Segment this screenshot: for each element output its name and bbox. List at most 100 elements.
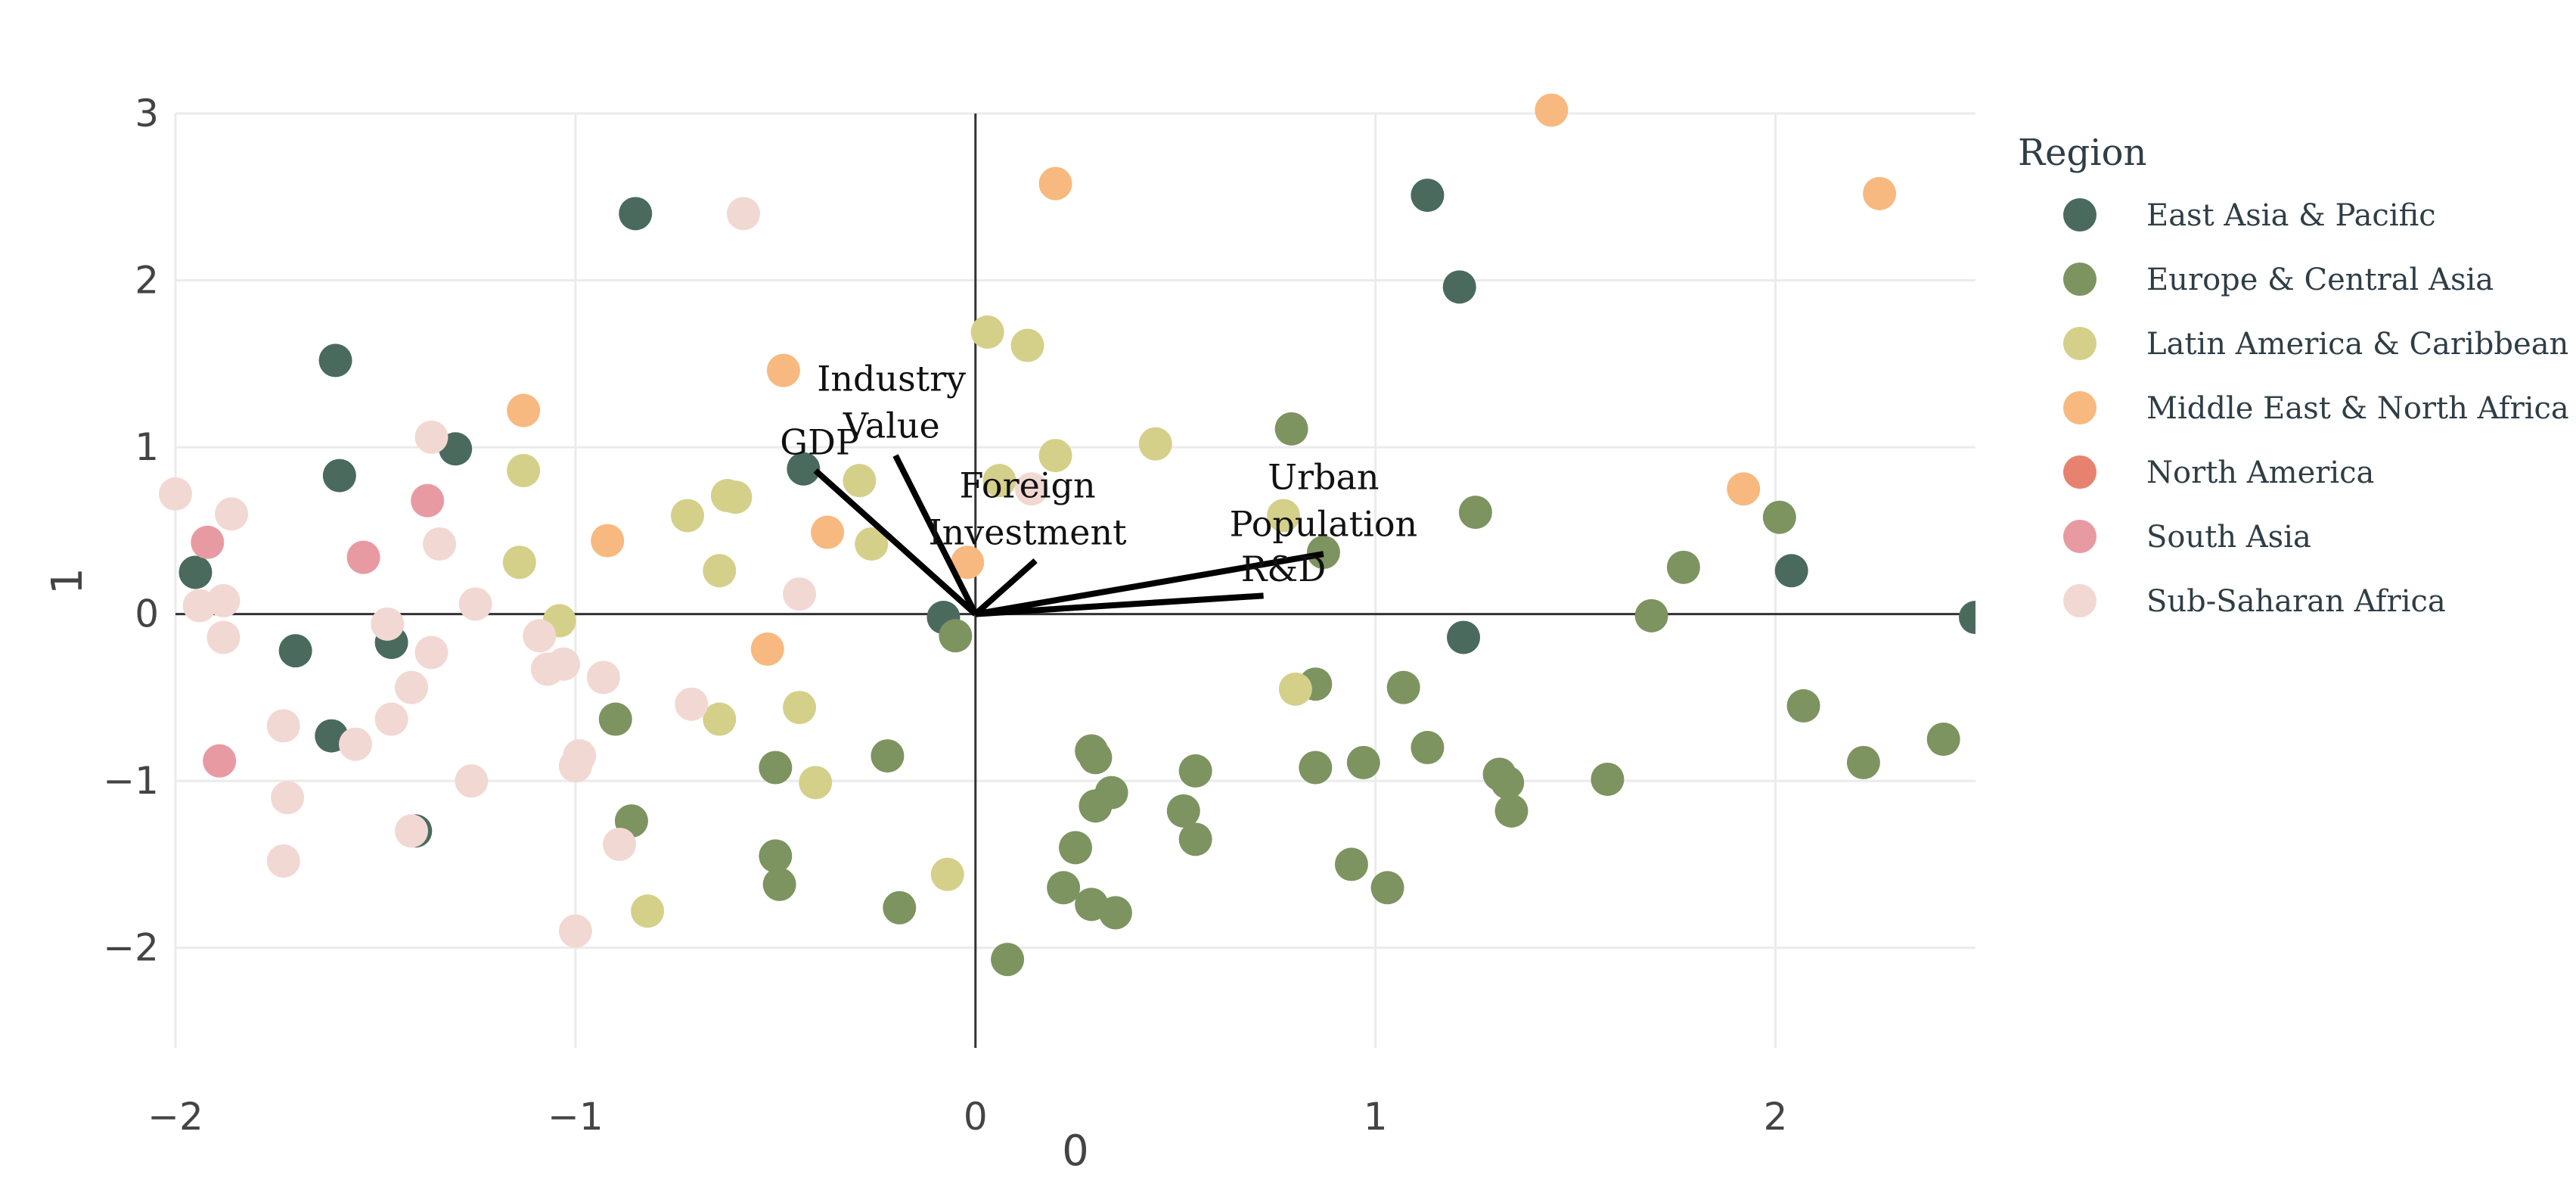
loading-vector <box>813 468 978 617</box>
data-point <box>346 540 380 574</box>
loading-vector <box>975 592 1264 617</box>
data-point <box>1762 500 1796 534</box>
data-point <box>339 727 372 761</box>
y-axis-ticks: −2 −1 0 1 2 3 <box>103 92 159 970</box>
legend-swatch <box>2063 584 2096 617</box>
loading-label: R&D <box>1241 549 1326 589</box>
data-point <box>159 477 192 511</box>
x-axis-ticks: −2 −1 0 1 2 <box>147 1095 1787 1139</box>
legend-label: North America <box>2146 455 2374 490</box>
data-points <box>159 93 1975 977</box>
data-point <box>762 867 796 901</box>
data-point <box>395 670 429 704</box>
data-point <box>759 839 793 873</box>
data-point <box>266 844 300 878</box>
data-point <box>1774 554 1808 588</box>
data-point <box>1959 601 1975 635</box>
data-point <box>423 527 457 561</box>
data-point <box>1535 93 1569 127</box>
data-point <box>991 943 1025 977</box>
legend-label: Latin America & Caribbean <box>2146 327 2568 362</box>
data-point <box>371 607 405 641</box>
data-point <box>855 527 889 561</box>
data-point <box>1079 741 1113 775</box>
legend-label: East Asia & Pacific <box>2146 198 2436 233</box>
data-point <box>1038 166 1072 201</box>
data-point <box>523 619 557 653</box>
data-point <box>631 894 665 928</box>
data-point <box>1786 689 1820 723</box>
data-point <box>703 554 737 588</box>
data-point <box>1458 496 1492 530</box>
x-tick-label: 1 <box>1364 1095 1388 1139</box>
x-axis-title: 0 <box>1062 1127 1089 1176</box>
data-point <box>1370 871 1404 905</box>
data-point <box>982 464 1016 498</box>
loading-label: Industry <box>817 359 966 399</box>
data-point <box>951 546 985 580</box>
data-point <box>1346 745 1380 779</box>
data-point <box>939 619 973 653</box>
loading-vector <box>975 551 1324 617</box>
data-point <box>1666 550 1700 584</box>
data-point <box>1926 723 1960 757</box>
data-point <box>1299 751 1333 785</box>
data-point <box>843 464 877 498</box>
legend: Region East Asia & Pacific Europe & Centr… <box>2018 132 2569 619</box>
data-point <box>547 647 581 681</box>
data-point <box>619 197 653 231</box>
data-point <box>558 749 592 783</box>
data-point <box>1278 672 1312 706</box>
data-point <box>718 480 753 514</box>
data-point <box>182 589 216 623</box>
data-point <box>414 420 448 454</box>
data-point <box>1267 499 1301 533</box>
legend-swatch <box>2063 520 2096 553</box>
data-point <box>1014 472 1048 506</box>
data-point <box>1094 776 1128 810</box>
data-point <box>266 709 300 743</box>
legend-swatch <box>2063 455 2096 489</box>
data-point <box>1494 794 1529 828</box>
data-point <box>1386 670 1420 704</box>
data-point <box>1138 427 1172 461</box>
data-point <box>1059 831 1092 865</box>
loading-label: Foreign <box>959 465 1095 506</box>
data-point <box>787 452 821 486</box>
data-point <box>318 343 352 378</box>
loading-label: Population <box>1230 504 1418 545</box>
data-point <box>759 751 793 785</box>
data-point <box>1634 598 1668 633</box>
data-point <box>930 857 964 891</box>
legend-label: Sub-Saharan Africa <box>2146 584 2446 619</box>
data-point <box>203 744 237 778</box>
data-point <box>206 620 241 654</box>
loading-vectors: GDP Industry Value Foreign Investment Urban Po… <box>780 359 1418 617</box>
data-point <box>1591 762 1625 796</box>
data-point <box>1178 754 1212 788</box>
legend-label: Europe & Central Asia <box>2146 263 2494 297</box>
loading-label: Investment <box>929 512 1128 553</box>
x-tick-label: −1 <box>548 1095 604 1139</box>
x-tick-label: −2 <box>147 1095 203 1139</box>
data-point <box>1334 847 1368 881</box>
legend-label: South Asia <box>2146 520 2311 555</box>
loading-label: Value <box>843 406 940 446</box>
data-point <box>703 702 737 736</box>
loading-vector <box>892 454 979 616</box>
data-point <box>271 781 305 815</box>
data-point <box>1727 472 1761 506</box>
data-point <box>1447 620 1481 654</box>
data-point <box>374 702 408 736</box>
data-point <box>215 497 249 531</box>
data-point <box>603 827 637 861</box>
data-point <box>178 555 213 589</box>
data-point <box>1166 794 1200 828</box>
y-tick-label: −2 <box>103 926 159 970</box>
legend-swatch <box>2063 263 2096 296</box>
legend-title: Region <box>2018 132 2146 174</box>
data-point <box>278 634 312 668</box>
data-point <box>871 739 905 773</box>
data-point <box>766 353 800 387</box>
y-tick-label: 3 <box>135 92 159 135</box>
